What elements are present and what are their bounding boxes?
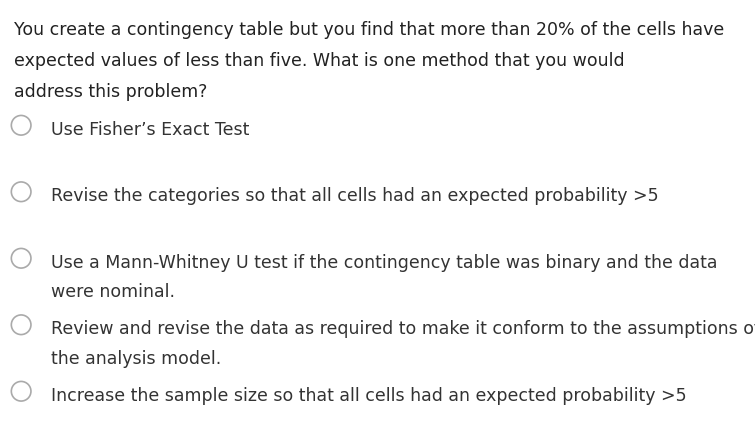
Text: Use Fisher’s Exact Test: Use Fisher’s Exact Test [51,121,250,139]
Text: the analysis model.: the analysis model. [51,350,221,368]
Text: were nominal.: were nominal. [51,283,175,301]
Text: expected values of less than five. What is one method that you would: expected values of less than five. What … [14,52,630,70]
Text: Revise the categories so that all cells had an expected probability >5: Revise the categories so that all cells … [51,187,659,205]
Text: address this problem?: address this problem? [14,83,207,101]
Text: Use a Mann-Whitney U test if the contingency table was binary and the data: Use a Mann-Whitney U test if the conting… [51,254,718,272]
Text: Increase the sample size so that all cells had an expected probability >5: Increase the sample size so that all cel… [51,387,687,405]
Text: Review and revise the data as required to make it conform to the assumptions of: Review and revise the data as required t… [51,320,755,338]
Text: You create a contingency table but you find that more than 20% of the cells have: You create a contingency table but you f… [14,21,724,39]
